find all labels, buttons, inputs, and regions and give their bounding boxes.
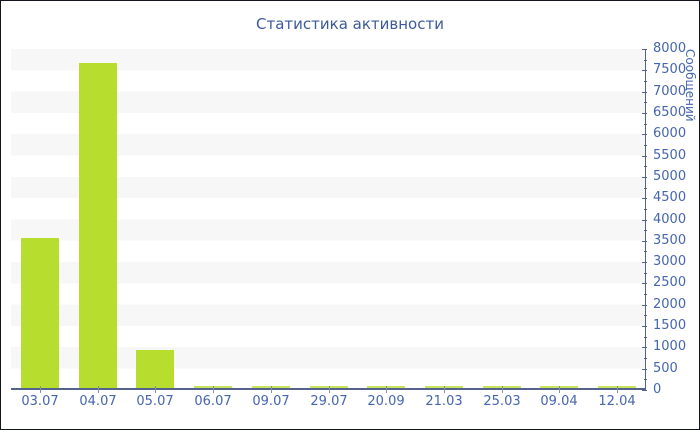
y-tick-label-1000: 1000	[653, 339, 687, 354]
y-major-tick-8000	[642, 49, 647, 50]
y-minor-tick-7250	[644, 81, 647, 82]
y-minor-tick-3750	[644, 230, 647, 231]
x-tick-20.09	[386, 386, 387, 393]
bar-29.07	[309, 386, 348, 388]
x-tick-label-06.07: 06.07	[194, 394, 232, 409]
y-tick-label-5500: 5500	[653, 148, 687, 163]
y-major-tick-1500	[642, 326, 647, 327]
chart-title: Статистика активности	[256, 15, 444, 33]
y-major-tick-5500	[642, 156, 647, 157]
y-minor-tick-250	[644, 379, 647, 380]
x-tick-09.07	[271, 386, 272, 393]
x-tick-06.07	[213, 386, 214, 393]
x-tick-label-05.07: 05.07	[136, 394, 174, 409]
y-major-tick-6000	[642, 134, 647, 135]
y-major-tick-0	[642, 390, 647, 391]
y-tick-label-8000: 8000	[653, 41, 687, 56]
y-tick-label-7500: 7500	[653, 62, 687, 77]
x-tick-label-20.09: 20.09	[367, 394, 405, 409]
y-major-tick-3000	[642, 262, 647, 263]
x-tick-label-25.03: 25.03	[483, 394, 521, 409]
y-minor-tick-1750	[644, 315, 647, 316]
y-major-tick-2000	[642, 305, 647, 306]
y-minor-tick-4750	[644, 188, 647, 189]
x-tick-29.07	[329, 386, 330, 393]
y-minor-tick-5250	[644, 166, 647, 167]
y-tick-label-2500: 2500	[653, 275, 687, 290]
y-minor-tick-4250	[644, 209, 647, 210]
y-tick-label-4500: 4500	[653, 190, 687, 205]
y-major-tick-4000	[642, 220, 647, 221]
x-tick-05.07	[155, 386, 156, 393]
y-tick-label-6500: 6500	[653, 105, 687, 120]
y-major-tick-7000	[642, 92, 647, 93]
x-tick-label-09.07: 09.07	[252, 394, 290, 409]
y-tick-label-500: 500	[653, 361, 678, 376]
x-tick-label-09.04: 09.04	[540, 394, 578, 409]
y-tick-label-1500: 1500	[653, 318, 687, 333]
y-tick-label-0: 0	[653, 382, 662, 397]
y-minor-tick-5750	[644, 145, 647, 146]
y-major-tick-1000	[642, 347, 647, 348]
x-axis-line	[11, 388, 645, 390]
x-tick-label-03.07: 03.07	[21, 394, 59, 409]
y-major-tick-3500	[642, 241, 647, 242]
bar-25.03	[482, 386, 521, 388]
x-tick-label-12.04: 12.04	[598, 394, 636, 409]
y-major-tick-2500	[642, 283, 647, 284]
y-minor-tick-6750	[644, 102, 647, 103]
x-tick-09.04	[559, 386, 560, 393]
x-tick-label-21.03: 21.03	[425, 394, 463, 409]
y-major-tick-7500	[642, 70, 647, 71]
y-tick-label-5000: 5000	[653, 169, 687, 184]
y-minor-tick-3250	[644, 251, 647, 252]
y-minor-tick-6250	[644, 124, 647, 125]
y-major-tick-6500	[642, 113, 647, 114]
y-minor-tick-7750	[644, 60, 647, 61]
x-tick-04.07	[98, 386, 99, 393]
y-major-tick-500	[642, 369, 647, 370]
y-minor-tick-2750	[644, 273, 647, 274]
y-tick-label-4000: 4000	[653, 212, 687, 227]
bar-03.07	[20, 238, 59, 388]
x-tick-21.03	[444, 386, 445, 393]
y-tick-label-7000: 7000	[653, 84, 687, 99]
x-tick-03.07	[40, 386, 41, 393]
y-tick-label-3000: 3000	[653, 254, 687, 269]
y-major-tick-5000	[642, 177, 647, 178]
y-axis-title: Сообщений	[683, 49, 697, 122]
x-tick-12.04	[617, 386, 618, 393]
y-minor-tick-1250	[644, 337, 647, 338]
y-minor-tick-750	[644, 358, 647, 359]
bar-05.07	[136, 350, 175, 388]
bar-09.07	[251, 386, 290, 388]
bar-21.03	[424, 386, 463, 388]
y-tick-label-3500: 3500	[653, 233, 687, 248]
y-minor-tick-2250	[644, 294, 647, 295]
y-tick-label-6000: 6000	[653, 126, 687, 141]
plot-area	[11, 49, 646, 390]
x-tick-label-04.07: 04.07	[79, 394, 117, 409]
x-tick-label-29.07: 29.07	[310, 394, 348, 409]
y-tick-label-2000: 2000	[653, 297, 687, 312]
y-major-tick-4500	[642, 198, 647, 199]
x-tick-25.03	[502, 386, 503, 393]
bar-04.07	[78, 63, 117, 388]
